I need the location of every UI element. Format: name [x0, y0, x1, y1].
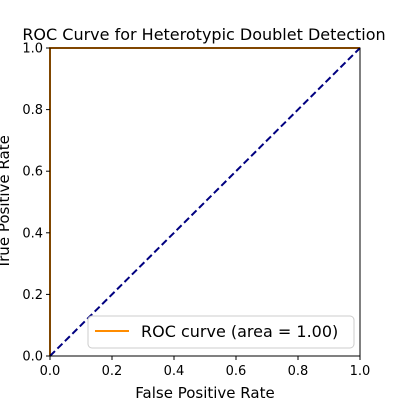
- legend-label-roc: ROC curve (area = 1.00): [141, 322, 338, 341]
- y-tick-label: 1.0: [22, 42, 43, 57]
- x-tick-label: 0.6: [226, 364, 247, 379]
- y-tick-label: 0.6: [22, 165, 43, 180]
- plot-border: [49, 47, 361, 357]
- y-axis-label: True Positive Rate: [0, 135, 13, 270]
- x-tick-label: 1.0: [350, 364, 371, 379]
- x-tick-label: 0.2: [102, 364, 123, 379]
- y-tick-label: 0.2: [22, 288, 43, 303]
- y-axis: 0.0 0.2 0.4 0.6 0.8 1.0: [22, 42, 50, 365]
- plot-area: [50, 48, 360, 356]
- x-tick-label: 0.0: [40, 364, 61, 379]
- x-tick-label: 0.8: [288, 364, 309, 379]
- plot-background: [50, 48, 360, 356]
- x-axis: 0.0 0.2 0.4 0.6 0.8 1.0: [40, 356, 371, 379]
- legend: ROC curve (area = 1.00): [87, 315, 355, 349]
- y-tick-label: 0.8: [22, 103, 43, 118]
- y-tick-label: 0.0: [22, 350, 43, 365]
- y-tick-label: 0.4: [22, 226, 43, 241]
- x-axis-label: False Positive Rate: [135, 384, 274, 400]
- x-tick-label: 0.4: [164, 364, 185, 379]
- chart-title: ROC Curve for Heterotypic Doublet Detect…: [22, 25, 385, 44]
- legend-box: [87, 315, 355, 349]
